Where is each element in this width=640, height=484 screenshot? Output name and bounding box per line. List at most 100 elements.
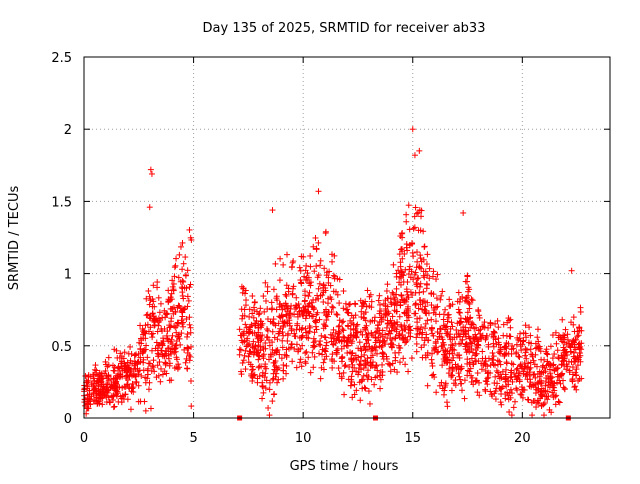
data-point <box>360 372 367 379</box>
data-point <box>284 318 291 325</box>
data-point <box>485 355 492 362</box>
data-point <box>464 360 471 367</box>
data-point <box>428 302 435 309</box>
data-point <box>461 377 468 384</box>
data-point <box>414 275 421 282</box>
data-point <box>272 322 279 329</box>
data-point <box>146 293 153 300</box>
data-point <box>560 357 567 364</box>
data-point <box>422 268 429 275</box>
data-point <box>405 368 412 375</box>
data-point <box>393 285 400 292</box>
data-point <box>351 300 358 307</box>
data-point <box>520 368 527 375</box>
data-point <box>340 369 347 376</box>
data-point <box>182 359 189 366</box>
data-point <box>424 382 431 389</box>
data-point <box>464 372 471 379</box>
data-point <box>534 326 541 333</box>
data-point <box>171 273 178 280</box>
data-point <box>488 391 495 398</box>
data-point <box>365 388 372 395</box>
data-point <box>346 364 353 371</box>
data-point <box>167 350 174 357</box>
data-point <box>460 327 467 334</box>
data-point <box>494 357 501 364</box>
data-point <box>560 344 567 351</box>
data-point <box>532 345 539 352</box>
data-point <box>481 360 488 367</box>
data-point <box>331 275 338 282</box>
data-point <box>518 391 525 398</box>
data-point <box>573 371 580 378</box>
data-point <box>159 371 166 378</box>
data-point <box>184 267 191 274</box>
data-point <box>184 331 191 338</box>
data-point <box>255 324 262 331</box>
data-point <box>564 336 571 343</box>
data-point <box>444 318 451 325</box>
data-point <box>110 375 117 382</box>
data-point <box>409 249 416 256</box>
data-point <box>124 376 131 383</box>
data-point <box>397 259 404 266</box>
data-point <box>147 405 154 412</box>
data-point <box>179 285 186 292</box>
data-point <box>83 398 90 405</box>
data-point <box>361 351 368 358</box>
data-point <box>170 287 177 294</box>
data-point <box>338 355 345 362</box>
data-point <box>497 399 504 406</box>
data-point <box>305 354 312 361</box>
data-point <box>293 364 300 371</box>
data-point <box>508 346 515 353</box>
data-point <box>515 369 522 376</box>
data-point <box>146 301 153 308</box>
data-point <box>299 324 306 331</box>
data-point <box>358 366 365 373</box>
x-axis-label: GPS time / hours <box>290 459 399 474</box>
data-point <box>398 323 405 330</box>
data-point <box>260 293 267 300</box>
data-point <box>468 340 475 347</box>
data-point <box>442 380 449 387</box>
data-point <box>456 341 463 348</box>
data-point <box>252 320 259 327</box>
data-point <box>264 327 271 334</box>
data-point <box>555 355 562 362</box>
data-point <box>320 325 327 332</box>
data-point <box>507 316 514 323</box>
data-point <box>104 375 111 382</box>
data-point <box>344 350 351 357</box>
data-point <box>180 295 187 302</box>
data-point <box>458 365 465 372</box>
data-point <box>142 322 149 329</box>
data-point <box>543 350 550 357</box>
data-point <box>522 352 529 359</box>
data-point <box>148 170 155 177</box>
data-point <box>561 334 568 341</box>
data-point <box>401 309 408 316</box>
data-point <box>468 321 475 328</box>
data-point <box>128 384 135 391</box>
data-point <box>250 338 257 345</box>
data-point <box>507 324 514 331</box>
data-point <box>381 338 388 345</box>
data-point <box>415 227 422 234</box>
data-point <box>304 276 311 283</box>
data-point <box>484 381 491 388</box>
data-point <box>266 337 273 344</box>
data-point <box>396 273 403 280</box>
data-point <box>544 351 551 358</box>
data-point <box>457 309 464 316</box>
data-point <box>492 388 499 395</box>
data-point <box>335 334 342 341</box>
data-point <box>446 333 453 340</box>
data-point <box>140 331 147 338</box>
data-point <box>559 370 566 377</box>
data-point <box>528 340 535 347</box>
data-point <box>271 350 278 357</box>
data-point <box>480 323 487 330</box>
data-point <box>568 267 575 274</box>
data-point <box>140 359 147 366</box>
